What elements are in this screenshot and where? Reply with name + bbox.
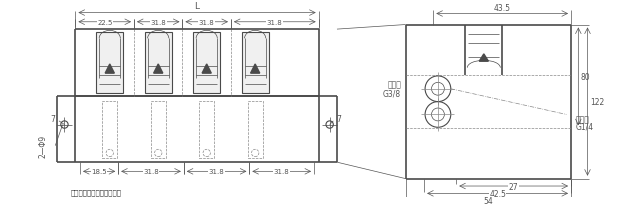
- Bar: [145, 33, 171, 94]
- Bar: [103, 101, 117, 158]
- Text: 22.5: 22.5: [97, 20, 112, 26]
- Text: 31.8: 31.8: [151, 20, 166, 26]
- Text: 18.5: 18.5: [91, 169, 107, 174]
- Text: 31.8: 31.8: [209, 169, 224, 174]
- Text: 啟東中德潤滑設備有限公司: 啟東中德潤滑設備有限公司: [71, 188, 122, 195]
- Bar: [248, 101, 263, 158]
- Polygon shape: [479, 55, 488, 62]
- Text: L: L: [195, 2, 200, 11]
- Bar: [242, 33, 268, 94]
- Text: 80: 80: [580, 73, 590, 81]
- Polygon shape: [251, 65, 260, 74]
- Text: 31.8: 31.8: [143, 169, 159, 174]
- Text: 7: 7: [336, 114, 341, 123]
- Text: G3/8: G3/8: [383, 89, 401, 98]
- Polygon shape: [105, 65, 115, 74]
- Bar: [199, 101, 214, 158]
- Polygon shape: [154, 65, 163, 74]
- Text: 31.8: 31.8: [274, 169, 290, 174]
- Text: 42.5: 42.5: [489, 189, 506, 198]
- Text: 進油口: 進油口: [387, 80, 401, 89]
- Text: 7: 7: [50, 114, 55, 123]
- Text: 31.8: 31.8: [199, 20, 215, 26]
- Text: 43.5: 43.5: [494, 4, 511, 13]
- Text: 122: 122: [590, 98, 605, 107]
- Text: 出油口: 出油口: [576, 115, 590, 124]
- Bar: [193, 33, 220, 94]
- Polygon shape: [202, 65, 211, 74]
- Text: 27: 27: [509, 182, 518, 191]
- Text: 2—Φ9: 2—Φ9: [39, 135, 48, 157]
- Text: G1/4: G1/4: [576, 122, 593, 131]
- Text: 54: 54: [484, 196, 493, 205]
- Text: 31.8: 31.8: [267, 20, 283, 26]
- Bar: [96, 33, 123, 94]
- Bar: [151, 101, 166, 158]
